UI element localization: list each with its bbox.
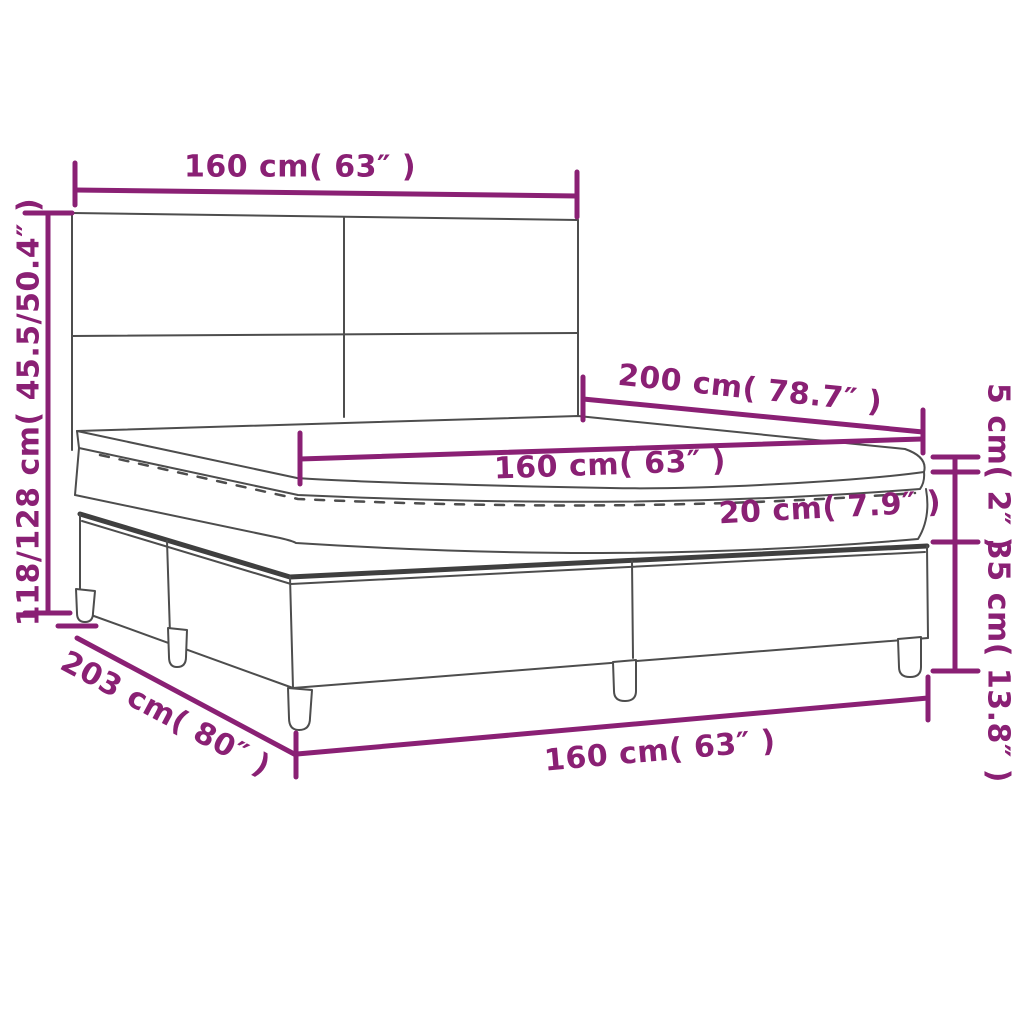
dim-label-topper-thickness: 5 cm( 2″ ): [981, 383, 1016, 551]
leg-back-left: [75, 588, 96, 623]
headboard-horizontal-seam: [71, 332, 579, 337]
dim-mattress-length: [580, 374, 926, 456]
leg-front-corner: [287, 687, 313, 731]
dim-overall-height: [22, 210, 75, 616]
dim-label-mattress-width: 160 cm( 63″ ): [493, 443, 726, 486]
base-left-seam: [166, 540, 171, 635]
dim-label-mattress-thickness: 20 cm( 7.9″ ): [718, 485, 942, 532]
leg-front-middle: [612, 659, 637, 702]
topper-piping-dashes: [98, 453, 917, 507]
dim-label-base-width: 160 cm( 63″ ): [543, 723, 777, 778]
dim-label-headboard-width: 160 cm( 63″ ): [184, 150, 416, 185]
dim-base-width: [294, 674, 931, 757]
dim-label-mattress-length: 200 cm( 78.7″ ): [616, 358, 884, 421]
leg-front-right: [897, 636, 922, 678]
dim-label-base-height: 35 cm( 13.8″ ): [981, 539, 1016, 783]
dim-label-overall-length: 203 cm( 80″ ): [55, 644, 276, 784]
dimension-lines: [22, 160, 981, 780]
dim-headboard-width: [72, 160, 580, 220]
box-spring-base: [77, 511, 930, 689]
dim-mattress-width: [297, 430, 925, 487]
mattress: [74, 447, 929, 555]
base-front-seam: [631, 560, 634, 659]
bed-legs: [75, 588, 922, 731]
leg-mid-left: [167, 627, 188, 668]
dim-topper-and-base-height: [930, 454, 981, 674]
dim-label-overall-height: 118/128 cm( 45.5/50.4″ ): [12, 198, 47, 626]
mattress-topper: [76, 415, 926, 507]
headboard: [71, 212, 579, 451]
bed-line-art: [71, 212, 930, 731]
